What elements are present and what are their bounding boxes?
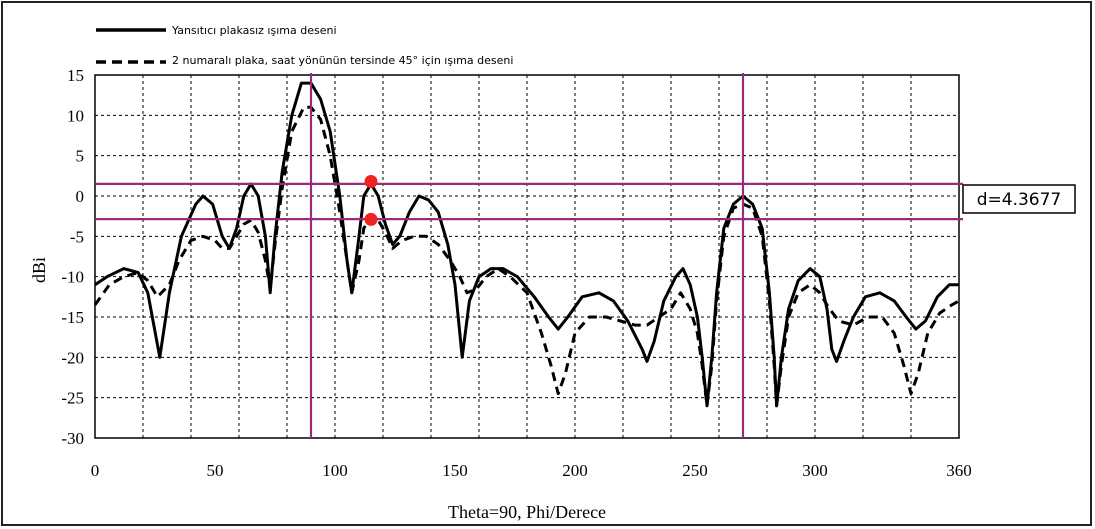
series-line-dashed [93, 105, 960, 408]
y-tick-label: -15 [61, 308, 84, 327]
grid [95, 75, 959, 438]
legend-label-dashed: 2 numaralı plaka, saat yönünün tersinde … [172, 54, 513, 67]
x-axis-label: Theta=90, Phi/Derece [448, 502, 606, 522]
y-tick-label: 10 [67, 106, 84, 125]
y-tick-label: -10 [61, 268, 84, 287]
y-tick-label: 15 [67, 66, 84, 85]
annotation-box [962, 184, 1076, 214]
x-tick-label: 150 [442, 461, 468, 480]
x-tick-label: 250 [682, 461, 708, 480]
x-tick-label: 0 [91, 461, 100, 480]
legend: Yansıtıcı plakasız ışıma deseni 2 numara… [96, 24, 513, 67]
marker-group [95, 73, 963, 438]
y-axis-label: dBi [29, 257, 49, 283]
y-tick-label: -20 [61, 348, 84, 367]
series-line-solid [94, 81, 959, 408]
y-tick-label: 0 [76, 187, 85, 206]
y-tick-label: -30 [61, 429, 84, 448]
annotation-label: d=4.3677 [977, 190, 1062, 210]
distance-annotation: d=4.3677 [962, 184, 1076, 214]
x-tick-label: 50 [207, 461, 224, 480]
y-tick-label: -5 [70, 227, 84, 246]
y-tick-label: -25 [61, 389, 84, 408]
y-tick-label: 5 [76, 147, 85, 166]
x-tick-label: 200 [562, 461, 588, 480]
x-tick-label: 100 [322, 461, 348, 480]
marker-point [364, 212, 378, 226]
marker-point [364, 174, 378, 188]
legend-label-solid: Yansıtıcı plakasız ışıma deseni [171, 24, 337, 37]
plot-area-border [94, 74, 960, 439]
series-group [93, 81, 960, 408]
tick-labels: 0 50 100 150 200 250 300 360151050-5-10-15-20-2… [61, 66, 971, 480]
x-tick-label: 300 [802, 461, 828, 480]
x-tick-label: 360 [946, 461, 972, 480]
